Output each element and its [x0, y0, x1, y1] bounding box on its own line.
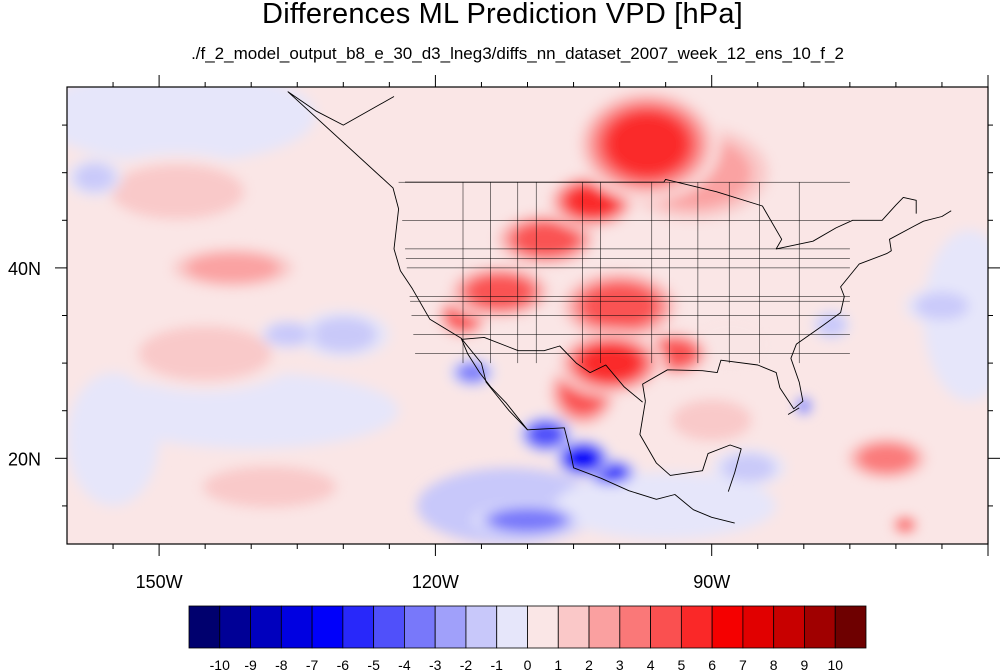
outline-florida-keys	[787, 407, 800, 415]
field-anomaly-region	[573, 87, 721, 202]
colorbar-swatch	[680, 605, 713, 649]
colorbar-swatch	[650, 605, 682, 649]
field-anomaly-region	[555, 472, 777, 540]
colorbar-label: -4	[398, 657, 411, 672]
y-tick-label: 20N	[8, 449, 41, 469]
outline-baja	[460, 338, 528, 431]
colorbar-swatch	[188, 605, 221, 649]
colorbar-swatch	[711, 605, 744, 649]
field-anomaly-region	[813, 310, 850, 340]
field-anomaly-region	[67, 158, 123, 197]
colorbar-swatch	[834, 605, 867, 649]
colorbar-swatch	[742, 605, 775, 649]
field-anomaly-region	[449, 358, 496, 387]
colorbar-swatch	[219, 605, 251, 649]
outline-us-north-border	[405, 178, 917, 250]
field-anomaly-region	[794, 396, 814, 416]
colorbar-swatch	[619, 605, 651, 649]
colorbar-label: -8	[275, 657, 288, 672]
colorbar-swatch	[496, 605, 528, 649]
field-anomaly-region	[891, 515, 919, 535]
x-tick-label: 90W	[693, 572, 730, 592]
colorbar-label: 4	[647, 657, 655, 672]
colorbar-swatch	[527, 605, 559, 649]
x-tick-label: 150W	[136, 572, 183, 592]
field-anomaly-region	[472, 503, 583, 538]
x-tick-label: 120W	[412, 572, 459, 592]
field-anomaly-region	[67, 87, 316, 164]
colorbar-label: 0	[524, 657, 532, 672]
colorbar-label: -5	[367, 657, 380, 672]
field-anomaly-region	[444, 263, 556, 321]
field-anomaly-region	[840, 434, 933, 483]
field-anomaly-region	[177, 458, 362, 516]
chart-title: Differences ML Prediction VPD [hPa]	[262, 0, 743, 30]
colorbar-label: -2	[460, 657, 473, 672]
colorbar-label: 6	[708, 657, 716, 672]
y-tick-label: 40N	[8, 259, 41, 279]
colorbar-swatch	[404, 605, 436, 649]
colorbar-label: 8	[770, 657, 778, 672]
field-anomaly-region	[260, 320, 316, 349]
colorbar-swatch	[280, 605, 313, 649]
colorbar-swatch	[250, 605, 282, 649]
field-anomaly-region	[905, 286, 979, 326]
colorbar-label: -3	[429, 657, 442, 672]
field-anomaly-region	[67, 372, 160, 506]
colorbar-swatch	[434, 605, 467, 649]
field-anomaly-region	[85, 153, 270, 230]
colorbar-swatch	[465, 605, 498, 649]
field-anomaly-region	[555, 329, 666, 397]
field-anomaly-region	[555, 439, 611, 478]
colorbar-swatch	[804, 605, 836, 649]
colorbar-label: 1	[554, 657, 562, 672]
outline-mexico-gulf	[639, 401, 742, 492]
colorbar-label: -1	[491, 657, 504, 672]
colorbar-swatch	[773, 605, 805, 649]
field-anomaly-region	[711, 448, 786, 487]
field-anomaly-region	[297, 310, 390, 359]
colorbar-label: 3	[616, 657, 624, 672]
colorbar-label: -9	[244, 657, 257, 672]
field-anomaly-region	[103, 372, 399, 449]
colorbar-label: -6	[337, 657, 350, 672]
colorbar-label: 9	[801, 657, 809, 672]
field-anomaly-region	[159, 244, 307, 292]
colorbar-label: -7	[306, 657, 319, 672]
colorbar-label: 7	[739, 657, 747, 672]
outline-coast	[287, 91, 735, 524]
field-anomaly-region	[113, 315, 298, 392]
colorbar-swatch	[557, 605, 590, 649]
colorbar-swatch	[588, 605, 621, 649]
colorbar-swatch	[373, 605, 405, 649]
colorbar-swatch	[311, 605, 344, 649]
outline-us-south-border	[462, 336, 643, 403]
colorbar-swatch	[342, 605, 375, 649]
field-anomaly-region	[656, 391, 767, 449]
colorbar-label: -10	[210, 657, 230, 672]
colorbar-label: 10	[827, 657, 843, 672]
colorbar-label: 5	[677, 657, 685, 672]
colorbar-label: 2	[585, 657, 593, 672]
chart-subtitle: ./f_2_model_output_b8_e_30_d3_lneg3/diff…	[191, 44, 844, 63]
outline-gulf	[642, 210, 952, 410]
